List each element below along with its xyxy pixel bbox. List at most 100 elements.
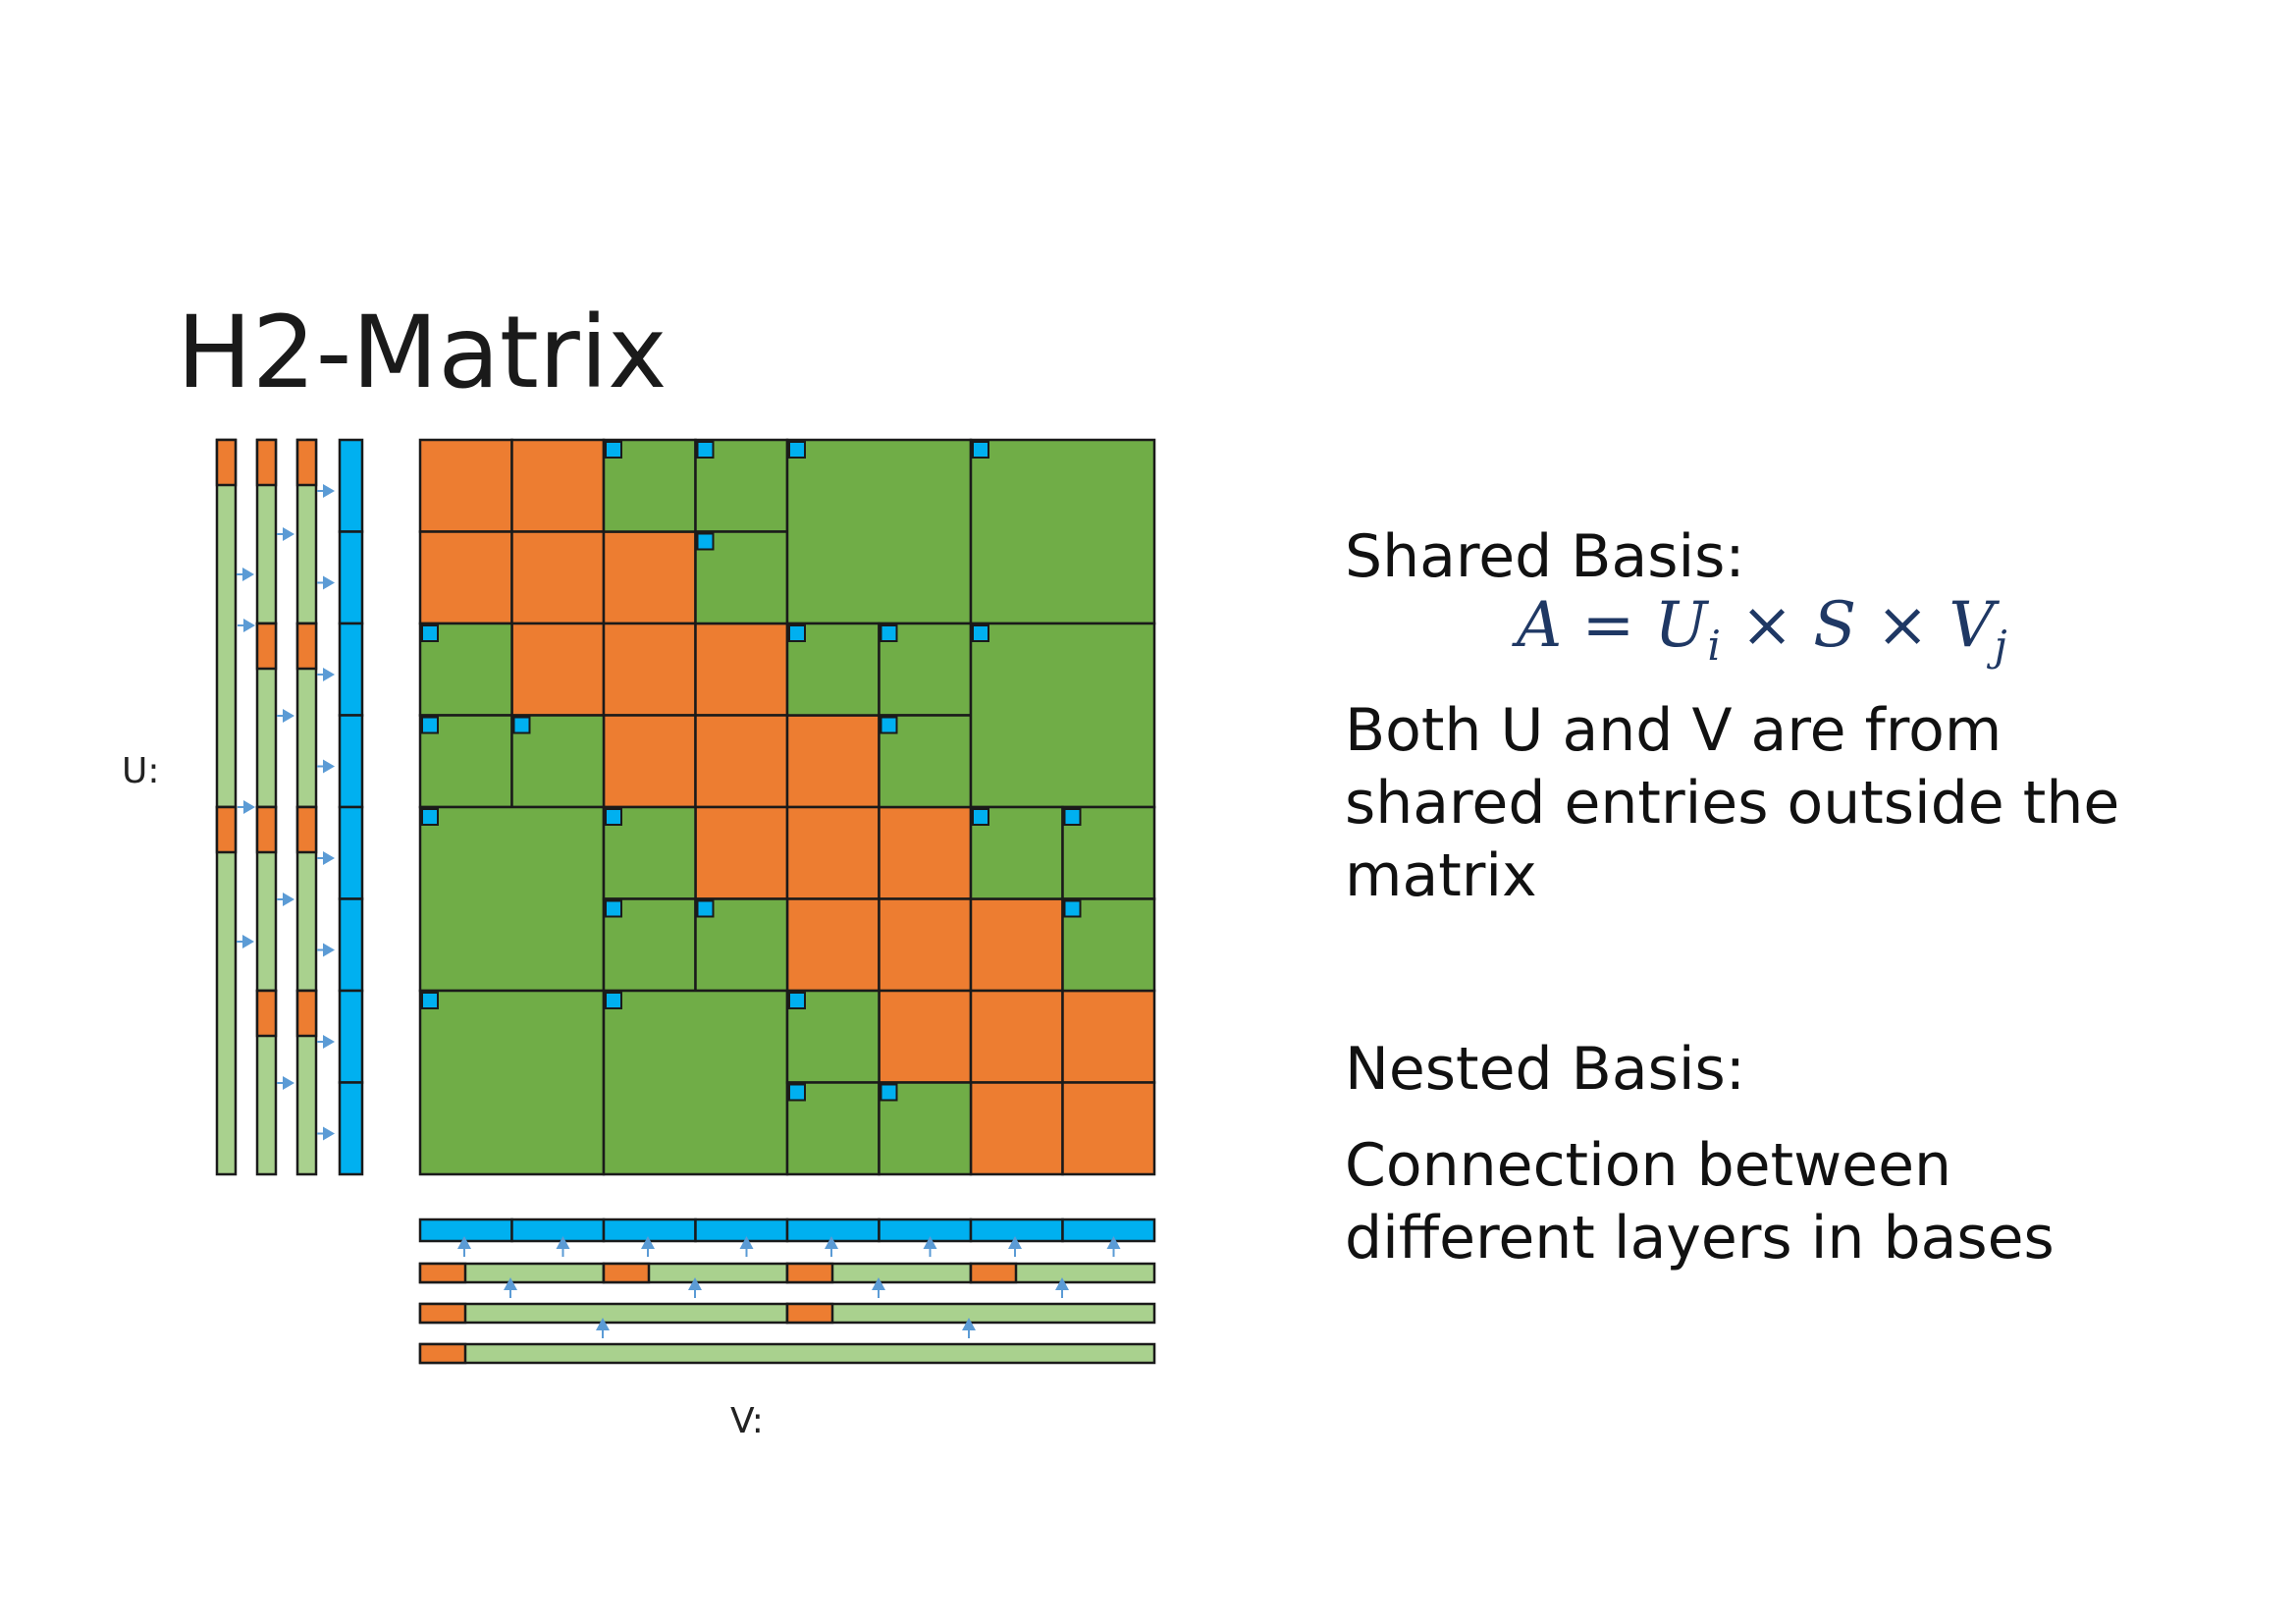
u-arrow-l1-1 xyxy=(242,935,254,948)
low-rank-block xyxy=(785,438,973,625)
u-arrow-l3-3 xyxy=(323,759,335,774)
v-arrow-l3-1 xyxy=(556,1236,570,1249)
dense-block xyxy=(969,1081,1064,1176)
dense-block xyxy=(878,989,973,1084)
formula-v-subscript: j xyxy=(1994,621,2007,670)
u-arrow-l3-1 xyxy=(323,575,335,590)
v-arrow-l3-4 xyxy=(825,1236,838,1249)
dense-block xyxy=(694,805,789,900)
v-leaf-basis xyxy=(785,1218,881,1243)
u-leaf-basis xyxy=(338,622,364,717)
dense-block xyxy=(785,897,881,993)
dense-block xyxy=(418,438,513,533)
u-leaf-basis xyxy=(338,897,364,993)
v-arrow-l3-6 xyxy=(1008,1236,1022,1249)
v-arrow-l3-3 xyxy=(739,1236,754,1249)
u-leaf-basis xyxy=(338,989,364,1084)
coupling-matrix-marker xyxy=(421,624,439,642)
v-arrow-l3-2 xyxy=(641,1236,655,1249)
u-leaf-basis xyxy=(338,805,364,900)
coupling-matrix-marker xyxy=(788,624,806,642)
u-transfer-block xyxy=(215,805,238,854)
u-arrow-l2-2 xyxy=(283,893,294,906)
coupling-matrix-marker xyxy=(972,808,989,826)
dense-block xyxy=(510,530,606,625)
u-leaf-basis xyxy=(338,714,364,809)
dense-block xyxy=(969,989,1064,1084)
coupling-matrix-marker xyxy=(880,716,898,734)
u-arrow-l1b-1 xyxy=(243,800,255,814)
v-basis-segment xyxy=(785,1302,1156,1325)
v-arrow-l2-1 xyxy=(688,1277,702,1290)
v-arrow-l2-2 xyxy=(872,1277,885,1290)
dense-block xyxy=(969,897,1064,993)
coupling-matrix-marker xyxy=(605,899,622,918)
low-rank-block xyxy=(969,438,1156,625)
coupling-matrix-marker xyxy=(972,624,989,642)
formula-u-subscript: i xyxy=(1707,621,1721,670)
v-leaf-basis xyxy=(418,1218,513,1243)
u-arrow-l3-0 xyxy=(323,484,335,498)
dense-block xyxy=(510,622,606,717)
shared-basis-heading: Shared Basis: xyxy=(1345,522,1745,591)
u-leaf-basis xyxy=(338,438,364,533)
formula-u: U xyxy=(1654,589,1708,662)
low-rank-block xyxy=(969,622,1156,809)
coupling-matrix-marker xyxy=(788,1083,806,1102)
dense-block xyxy=(878,897,973,993)
u-leaf-basis xyxy=(338,530,364,625)
coupling-matrix-marker xyxy=(696,532,715,551)
v-leaf-basis xyxy=(694,1218,789,1243)
u-basis-segment xyxy=(215,805,238,1176)
v-transfer-block xyxy=(418,1342,467,1365)
v-arrow-l1-1 xyxy=(962,1318,976,1330)
coupling-matrix-marker xyxy=(788,441,806,459)
v-transfer-block xyxy=(602,1262,651,1284)
u-arrow-l2-0 xyxy=(283,527,294,541)
dense-block xyxy=(785,714,881,809)
u-arrow-l3-7 xyxy=(323,1126,335,1141)
coupling-matrix-marker xyxy=(605,441,622,459)
v-arrow-l3-7 xyxy=(1106,1236,1121,1249)
dense-block xyxy=(418,530,513,625)
coupling-matrix-marker xyxy=(880,1083,898,1102)
dense-block xyxy=(1061,1081,1156,1176)
v-transfer-block xyxy=(418,1302,467,1325)
v-basis-label: V: xyxy=(730,1401,764,1441)
dense-block xyxy=(694,622,789,717)
u-arrow-l3-5 xyxy=(323,943,335,957)
formula-times-1: × xyxy=(1720,589,1814,662)
v-transfer-block xyxy=(418,1262,467,1284)
coupling-matrix-marker xyxy=(512,716,531,734)
u-transfer-block xyxy=(295,805,318,854)
formula-s: S xyxy=(1813,589,1857,662)
u-transfer-block xyxy=(295,989,318,1038)
dense-block xyxy=(602,622,697,717)
v-leaf-basis xyxy=(510,1218,606,1243)
slide-title: H2-Matrix xyxy=(177,295,667,411)
coupling-matrix-marker xyxy=(421,808,439,826)
dense-block xyxy=(602,530,697,625)
coupling-matrix-marker xyxy=(788,992,806,1009)
v-arrow-l3-5 xyxy=(923,1236,937,1249)
u-basis-segment xyxy=(215,438,238,809)
coupling-matrix-marker xyxy=(605,992,622,1009)
coupling-matrix-marker xyxy=(421,992,439,1009)
formula-times-2: × xyxy=(1856,589,1949,662)
low-rank-block xyxy=(418,805,606,993)
u-arrow-l3-6 xyxy=(323,1035,335,1049)
u-transfer-block xyxy=(215,438,238,487)
coupling-matrix-marker xyxy=(605,808,622,826)
u-transfer-block xyxy=(255,622,278,671)
low-rank-block xyxy=(602,989,789,1176)
u-transfer-block xyxy=(255,438,278,487)
formula-lhs: A xyxy=(1517,589,1563,662)
u-transfer-block xyxy=(295,622,318,671)
dense-block xyxy=(602,714,697,809)
formula-v: V xyxy=(1949,589,1995,662)
v-transfer-block xyxy=(785,1302,834,1325)
coupling-matrix-marker xyxy=(880,624,898,642)
v-leaf-basis xyxy=(602,1218,697,1243)
v-transfer-block xyxy=(969,1262,1018,1284)
